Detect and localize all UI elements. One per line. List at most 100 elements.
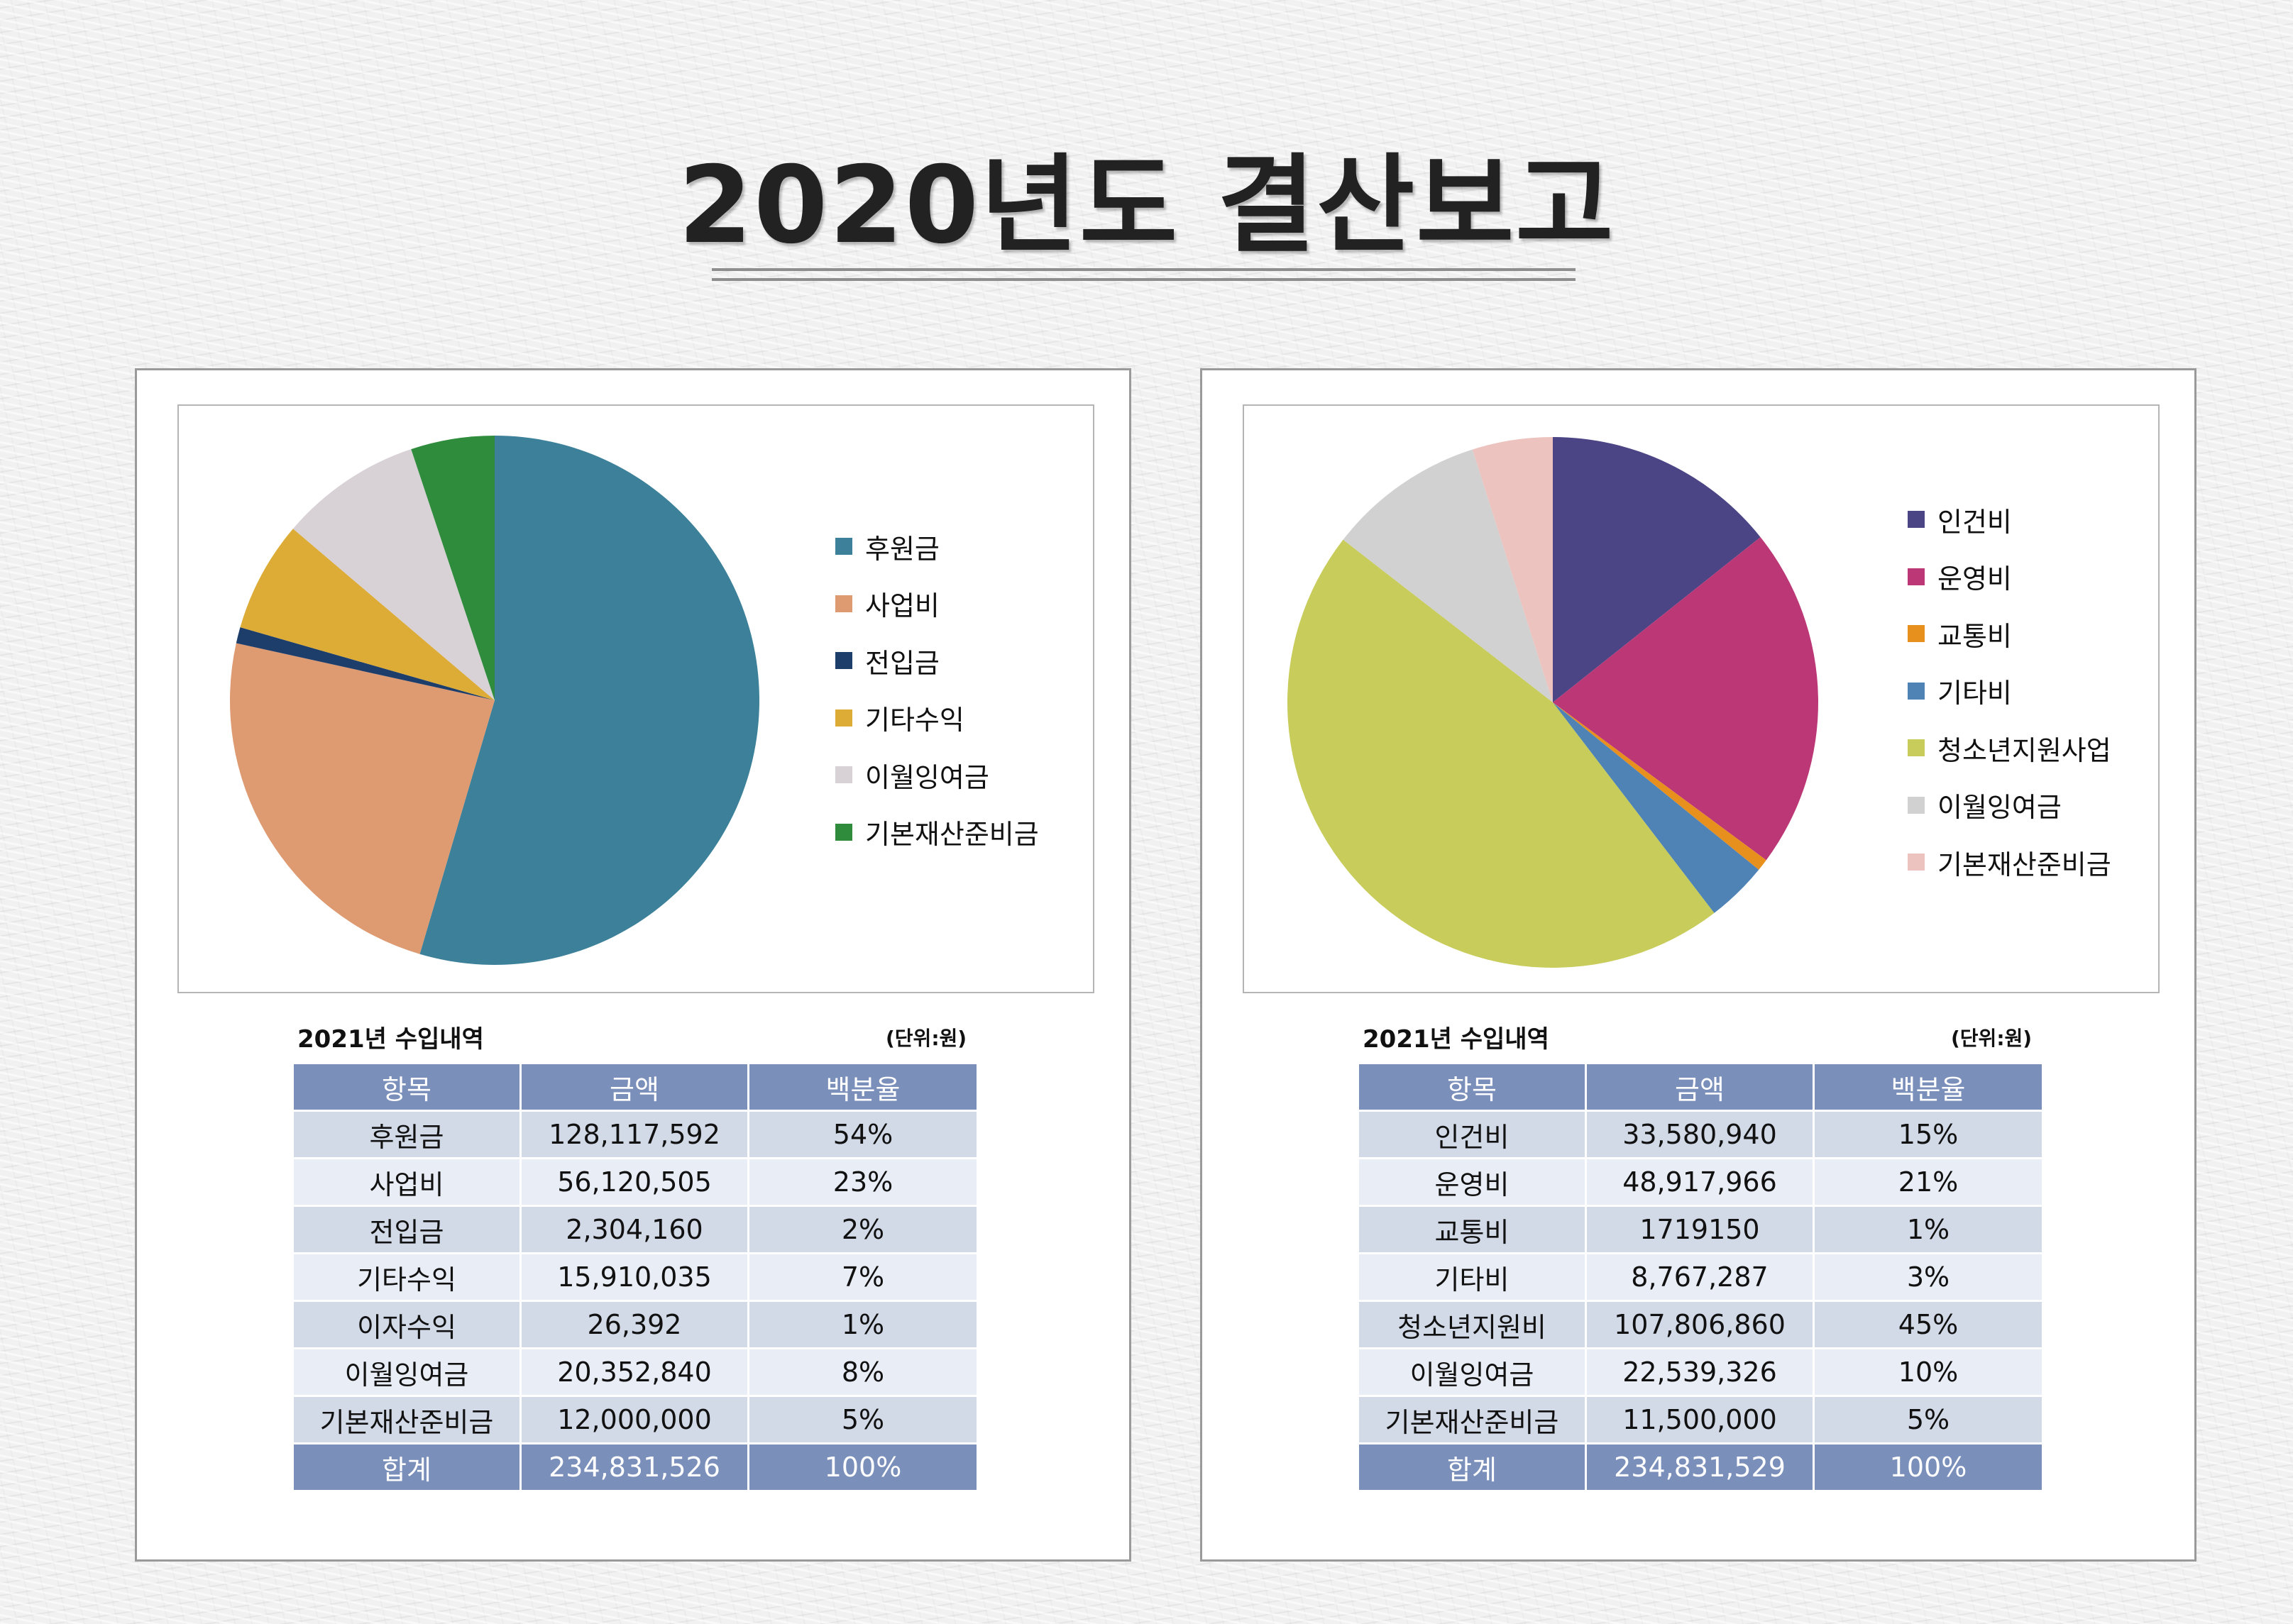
legend-swatch <box>835 823 852 841</box>
table-cell: 15,910,035 <box>522 1254 747 1300</box>
table-cell: 15% <box>1815 1112 2042 1157</box>
table-cell: 이월잉여금 <box>1359 1349 1585 1395</box>
table-cell: 청소년지원비 <box>1359 1302 1585 1347</box>
expense-table: 항목 금액 백분율 인건비 33,580,940 15% 운영비 48,917,966 21% 교… <box>1357 1062 2044 1492</box>
table-row: 교통비 1719150 1% <box>1359 1207 2042 1252</box>
legend-swatch <box>835 538 852 555</box>
table-cell: 기타수익 <box>294 1254 519 1300</box>
table-cell: 기본재산준비금 <box>1359 1397 1585 1442</box>
table-cell: 이자수익 <box>294 1302 519 1347</box>
legend-label: 후원금 <box>865 533 940 565</box>
table-cell: 2,304,160 <box>522 1207 747 1252</box>
table-cell: 33,580,940 <box>1587 1112 1813 1157</box>
table-row: 인건비 33,580,940 15% <box>1359 1112 2042 1157</box>
table-row: 이월잉여금 22,539,326 10% <box>1359 1349 2042 1395</box>
income-panel: 후원금 사업비 전입금 기타수익 이월잉여금 기본재산준비금 2021년 수입내역 (단위… <box>135 368 1131 1562</box>
expense-table-unit: (단위:원) <box>1951 1027 2033 1050</box>
legend-label: 전입금 <box>865 647 940 679</box>
legend-item: 기타수익 <box>835 697 964 739</box>
table-total-row: 합계 234,831,529 100% <box>1359 1445 2042 1490</box>
pie-slice-이월잉여금 <box>292 449 495 700</box>
table-cell: 10% <box>1815 1349 2042 1395</box>
table-row: 청소년지원비 107,806,860 45% <box>1359 1302 2042 1347</box>
table-cell: 107,806,860 <box>1587 1302 1813 1347</box>
legend-item: 전입금 <box>835 639 940 682</box>
table-cell: 1% <box>1815 1207 2042 1252</box>
table-row: 이자수익 26,392 1% <box>294 1302 977 1347</box>
legend-swatch <box>1908 625 1925 642</box>
table-cell: 56,120,505 <box>522 1159 747 1205</box>
table-cell: 전입금 <box>294 1207 519 1252</box>
table-cell: 234,831,529 <box>1587 1445 1813 1490</box>
legend-swatch <box>1908 682 1925 700</box>
legend-item: 인건비 <box>1908 498 2012 541</box>
table-header-row: 항목 금액 백분율 <box>1359 1064 2042 1110</box>
expense-panel: 인건비 운영비 교통비 기타비 청소년지원사업 이월잉여금 기본재산준비금 2021년 수입… <box>1200 368 2196 1562</box>
legend-label: 기타수익 <box>865 705 964 736</box>
legend-swatch <box>1908 568 1925 585</box>
table-cell: 기본재산준비금 <box>294 1397 519 1442</box>
table-cell: 23% <box>749 1159 977 1205</box>
legend-label: 교통비 <box>1937 620 2012 652</box>
legend-swatch <box>835 652 852 669</box>
table-total-row: 합계 234,831,526 100% <box>294 1445 977 1490</box>
table-cell: 합계 <box>1359 1445 1585 1490</box>
table-row: 기타수익 15,910,035 7% <box>294 1254 977 1300</box>
legend-swatch <box>835 595 852 612</box>
table-cell: 7% <box>749 1254 977 1300</box>
table-cell: 11,500,000 <box>1587 1397 1813 1442</box>
table-cell: 8% <box>749 1349 977 1395</box>
table-cell: 22,539,326 <box>1587 1349 1813 1395</box>
table-cell: 48,917,966 <box>1587 1159 1813 1205</box>
income-table-caption: 2021년 수입내역 <box>297 1025 484 1054</box>
pie-slice-기타비 <box>1553 702 1759 913</box>
legend-swatch <box>1908 796 1925 814</box>
legend-item: 운영비 <box>1908 556 2012 598</box>
table-cell: 8,767,287 <box>1587 1254 1813 1300</box>
table-header-row: 항목 금액 백분율 <box>294 1064 977 1110</box>
legend-label: 이월잉여금 <box>1937 792 2062 823</box>
column-header: 백분율 <box>1815 1064 2042 1110</box>
legend-item: 기본재산준비금 <box>1908 841 2111 883</box>
legend-item: 기본재산준비금 <box>835 811 1039 854</box>
legend-swatch <box>835 766 852 783</box>
table-cell: 5% <box>1815 1397 2042 1442</box>
legend-label: 사업비 <box>865 590 940 622</box>
table-cell: 2% <box>749 1207 977 1252</box>
table-row: 사업비 56,120,505 23% <box>294 1159 977 1205</box>
table-row: 기본재산준비금 11,500,000 5% <box>1359 1397 2042 1442</box>
table-cell: 운영비 <box>1359 1159 1585 1205</box>
title-underline <box>712 268 1576 281</box>
column-header: 금액 <box>1587 1064 1813 1110</box>
table-cell: 합계 <box>294 1445 519 1490</box>
legend-label: 이월잉여금 <box>865 761 989 793</box>
table-row: 전입금 2,304,160 2% <box>294 1207 977 1252</box>
table-row: 기타비 8,767,287 3% <box>1359 1254 2042 1300</box>
table-cell: 교통비 <box>1359 1207 1585 1252</box>
legend-swatch <box>1908 511 1925 528</box>
table-cell: 12,000,000 <box>522 1397 747 1442</box>
table-cell: 후원금 <box>294 1112 519 1157</box>
legend-swatch <box>1908 854 1925 871</box>
pie-slice-사업비 <box>229 643 495 954</box>
legend-swatch <box>1908 739 1925 756</box>
table-cell: 45% <box>1815 1302 2042 1347</box>
table-cell: 20,352,840 <box>522 1349 747 1395</box>
legend-item: 이월잉여금 <box>835 753 989 796</box>
legend-item: 기타비 <box>1908 670 2012 712</box>
table-cell: 5% <box>749 1397 977 1442</box>
table-row: 운영비 48,917,966 21% <box>1359 1159 2042 1205</box>
table-cell: 54% <box>749 1112 977 1157</box>
income-table-unit: (단위:원) <box>886 1027 967 1050</box>
pie-slice-전입금 <box>236 627 495 700</box>
table-row: 후원금 128,117,592 54% <box>294 1112 977 1157</box>
column-header: 금액 <box>522 1064 747 1110</box>
table-cell: 이월잉여금 <box>294 1349 519 1395</box>
column-header: 항목 <box>294 1064 519 1110</box>
legend-item: 교통비 <box>1908 612 2012 655</box>
table-cell: 100% <box>749 1445 977 1490</box>
table-cell: 128,117,592 <box>522 1112 747 1157</box>
legend-label: 인건비 <box>1937 506 2012 538</box>
table-cell: 인건비 <box>1359 1112 1585 1157</box>
